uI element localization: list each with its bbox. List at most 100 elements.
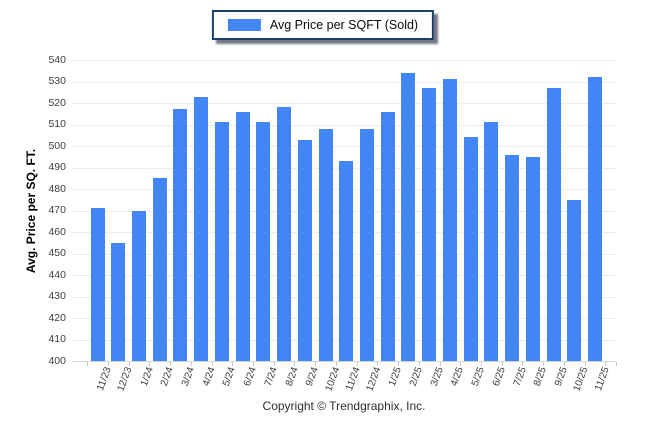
legend-swatch-icon	[227, 19, 261, 31]
y-tick-label: 400	[48, 354, 66, 367]
x-tick-label: 9/24	[304, 365, 322, 388]
y-tick-label: 500	[48, 139, 66, 152]
x-tick-label: 5/25	[470, 365, 488, 388]
axis-tick	[335, 362, 337, 366]
axis-tick	[616, 362, 617, 366]
axis-tick	[170, 362, 172, 366]
y-tick-label: 480	[48, 182, 66, 195]
bar-1/24	[131, 210, 146, 361]
x-tick-label: 3/24	[179, 365, 197, 388]
axis-tick	[377, 362, 379, 366]
bar-10/24	[318, 128, 333, 361]
axis-tick	[522, 362, 524, 366]
gridline	[72, 103, 616, 104]
x-tick-label: 5/24	[221, 365, 239, 388]
axis-tick	[315, 362, 317, 366]
y-tick-label: 530	[48, 75, 66, 87]
axis-tick	[107, 362, 109, 366]
bar-11/25	[587, 77, 602, 361]
axis-tick	[398, 362, 400, 366]
bar-3/24	[173, 109, 188, 361]
x-tick-label: 7/25	[511, 365, 529, 388]
x-tick-label: 1/25	[387, 365, 405, 388]
gridline	[72, 81, 616, 83]
axis-tick	[211, 362, 213, 366]
bar-2/24	[152, 178, 167, 361]
axis-tick	[294, 362, 296, 366]
x-tick-label: 2/25	[407, 365, 425, 388]
y-tick-label: 430	[48, 290, 66, 302]
x-tick-label: 2/24	[159, 365, 177, 388]
x-tick-label: 6/25	[490, 365, 508, 388]
axis-tick	[439, 362, 441, 366]
y-tick-label: 410	[48, 333, 66, 345]
axis-tick	[501, 362, 503, 366]
axis-tick	[563, 362, 565, 366]
legend: Avg Price per SQFT (Sold)	[211, 10, 435, 40]
x-tick-label: 8/24	[283, 365, 301, 388]
legend-label: Avg Price per SQFT (Sold)	[269, 18, 419, 32]
bar-12/23	[111, 242, 126, 361]
copyright-text: Copyright © Trendgraphix, Inc.	[262, 399, 426, 413]
bar-3/25	[422, 87, 437, 361]
axis-tick	[584, 362, 586, 366]
y-tick-label: 510	[48, 118, 66, 130]
bar-8/25	[525, 156, 540, 361]
y-tick-label: 540	[48, 53, 66, 66]
plot-area: 400 410 420 430 440 450 460 470 480 490 500 510 520 5…	[48, 54, 617, 393]
x-tick-label: 4/24	[200, 365, 218, 388]
x-tick-label: 10/24	[323, 365, 342, 393]
axis-tick	[190, 362, 192, 366]
x-tick-label: 11/24	[344, 365, 363, 393]
y-tick-label: 520	[48, 96, 66, 109]
x-tick-label: 8/25	[532, 365, 550, 388]
axis-tick	[480, 362, 482, 366]
x-tick-label: 10/25	[571, 365, 591, 393]
y-tick-label: 460	[48, 225, 66, 238]
x-tick-label: 12/24	[364, 365, 384, 393]
y-tick-label: 420	[48, 311, 66, 324]
x-tick-label: 9/25	[552, 365, 570, 388]
gridline	[72, 146, 616, 147]
y-tick-label: 440	[48, 268, 66, 281]
x-tick-label: 7/24	[262, 365, 280, 388]
x-tick-label: 1/24	[138, 365, 156, 388]
bar-5/25	[463, 137, 478, 361]
x-tick-label: 12/23	[115, 365, 135, 393]
gridline	[72, 60, 616, 61]
axis-tick	[356, 362, 358, 366]
axis-tick	[252, 362, 254, 366]
bar-5/24	[214, 122, 229, 361]
x-axis-line	[72, 361, 616, 362]
x-tick-label: 6/24	[242, 365, 260, 388]
bar-8/24	[277, 107, 292, 361]
bar-1/25	[380, 111, 395, 361]
axis-tick	[605, 362, 607, 366]
bar-12/24	[359, 128, 374, 361]
x-tick-label: 11/25	[592, 365, 612, 393]
y-tick-label: 470	[48, 204, 66, 216]
axis-tick	[460, 362, 462, 366]
bar-10/25	[567, 199, 582, 361]
bar-7/24	[256, 122, 271, 361]
bar-4/25	[442, 79, 457, 361]
bar-7/25	[505, 154, 520, 361]
bar-6/25	[484, 122, 499, 361]
axis-tick	[87, 362, 89, 366]
axis-tick	[128, 362, 130, 366]
x-tick-label: 4/25	[449, 365, 467, 388]
y-tick-label: 450	[48, 247, 66, 259]
axis-tick	[543, 362, 545, 366]
bar-6/24	[235, 111, 250, 361]
x-tick-label: 11/23	[95, 365, 114, 393]
bar-2/25	[401, 72, 416, 361]
gridline	[72, 124, 616, 126]
x-tick-label: 3/25	[428, 365, 446, 388]
bar-9/25	[546, 87, 561, 361]
bar-9/24	[297, 139, 312, 361]
bar-11/24	[339, 161, 354, 361]
axis-tick	[418, 362, 420, 366]
axis-tick	[149, 362, 151, 366]
axis-tick	[273, 362, 275, 366]
